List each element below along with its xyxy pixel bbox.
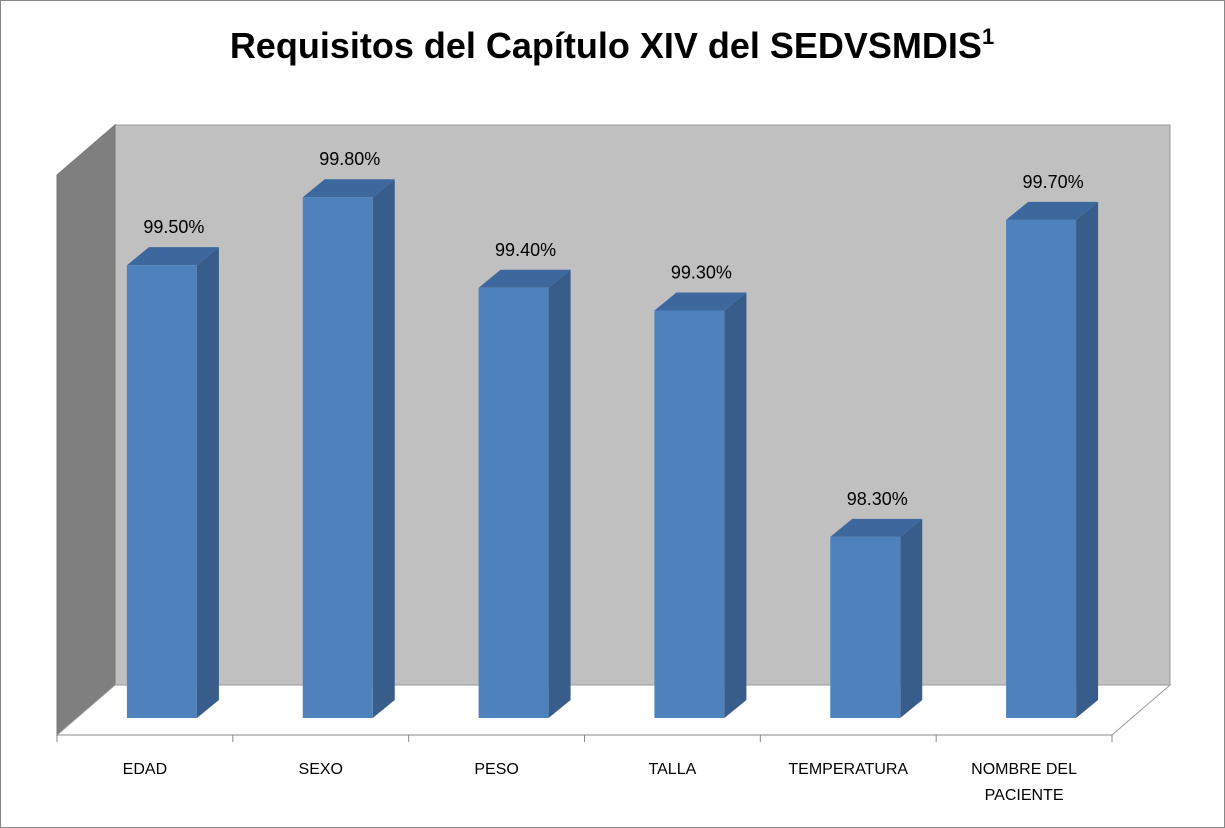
x-tick-label: PESO (474, 761, 519, 778)
bar-side (1076, 201, 1099, 719)
bar (126, 265, 197, 718)
chart-title: Requisitos del Capítulo XIV del SEDVSMDI… (230, 24, 994, 66)
floor (55, 684, 1172, 736)
data-label: 99.50% (143, 217, 204, 237)
x-tick-label: EDAD (122, 761, 168, 778)
bar (1006, 219, 1077, 719)
bar-top (654, 292, 747, 311)
bar-side (372, 179, 395, 718)
bar-side (900, 518, 923, 718)
data-label: 98.30% (847, 489, 908, 509)
bar (478, 287, 549, 718)
bar-top (478, 269, 571, 288)
data-label: 99.70% (1023, 172, 1084, 192)
side-wall (56, 123, 116, 737)
bar (830, 536, 901, 718)
title-text: Requisitos del Capítulo XIV del SEDVSMDI… (230, 25, 982, 66)
x-tick-label: SEXO (298, 761, 343, 778)
bar-side (548, 269, 571, 718)
x-tick-label: TEMPERATURA (788, 761, 909, 778)
data-label: 99.40% (495, 240, 556, 260)
data-label: 99.80% (319, 149, 380, 169)
bar-top (830, 518, 923, 537)
title-superscript: 1 (982, 24, 994, 49)
bar-top (1006, 201, 1099, 220)
bar-top (302, 179, 395, 198)
bar-side (724, 292, 747, 718)
bar (302, 197, 373, 718)
bar-side (196, 247, 219, 719)
bar-top (126, 247, 219, 266)
x-tick-label: NOMBRE DEL PACIENTE (971, 761, 1077, 804)
bar (654, 310, 725, 718)
data-label: 99.30% (671, 262, 732, 282)
x-tick-label: TALLA (648, 761, 697, 778)
